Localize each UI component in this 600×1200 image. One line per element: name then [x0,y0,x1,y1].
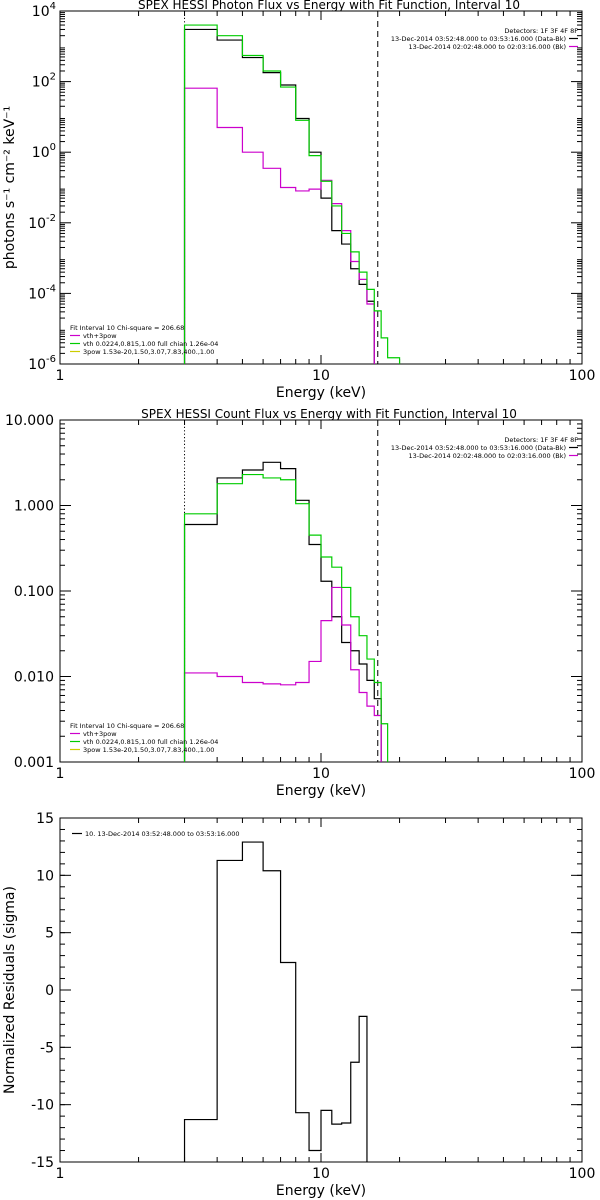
y-tick-label: 5 [45,926,54,942]
y-tick-label: 102 [32,72,56,91]
legend-entry: Detectors: 1F 3F 4F 8F [504,27,578,35]
data-series-group [183,24,401,364]
y-tick-label: 10.000 [5,413,54,429]
x-tick-label: 1 [56,1166,65,1182]
legend-entry: 13-Dec-2014 02:02:48.000 to 02:03:16.000… [409,43,567,51]
legend-entry: vth+3pow [83,730,117,738]
y-tick-label: 1.000 [14,499,54,515]
y-tick-label: 104 [32,1,56,20]
legend-entry: 3pow 1.53e-20,1.50,3.07,7.83,400.,1.00 [83,348,214,356]
chart-title: SPEX HESSI Photon Flux vs Energy with Fi… [138,0,520,12]
x-tick-label: 100 [569,766,596,782]
y-tick-label: 0.100 [14,584,54,600]
legend-entry: 10. 13-Dec-2014 03:52:48.000 to 03:53:16… [85,830,240,838]
legend-entry: 13-Dec-2014 03:52:48.000 to 03:53:16.000… [391,35,566,43]
y-tick-label: 0.001 [14,755,54,771]
data-series-group [183,461,389,762]
photon-flux-panel: SPEX HESSI Photon Flux vs Energy with Fi… [2,0,595,401]
y-axis-label: photons s⁻¹ cm⁻² keV⁻¹ [2,106,18,269]
x-axis-label: Energy (keV) [276,783,366,799]
legend-entry: 13-Dec-2014 03:52:48.000 to 03:53:16.000… [391,444,566,452]
residuals-panel: 1 10 100 15 10 5 0 -5 -10 -15 Energy (keV) Normaliz… [2,811,595,1199]
x-tick-label: 10 [312,1166,330,1182]
y-tick-label: -15 [31,1155,54,1171]
chart-title: SPEX HESSI Count Flux vs Energy with Fit… [141,407,517,421]
y-tick-label: -5 [40,1040,54,1056]
data-series-group [183,841,368,1162]
y-tick-label: 10 [36,868,54,884]
y-tick-label: 15 [36,811,54,827]
y-tick-label: 10-2 [28,213,56,232]
x-tick-label: 1 [56,368,65,384]
legend-entry: Fit Interval 10 Chi-square = 206.68 [70,324,184,332]
x-tick-label: 100 [569,1166,596,1182]
y-axis-label: Normalized Residuals (sigma) [2,886,18,1094]
legend-entry: 13-Dec-2014 02:02:48.000 to 02:03:16.000… [409,452,567,460]
legend-entry: 3pow 1.53e-20,1.50,3.07,7.83,400.,1.00 [83,746,214,754]
series-2-line [183,473,389,762]
y-tick-label: 0.010 [14,670,54,686]
series-2-line [183,24,401,364]
legend-entry: Detectors: 1F 3F 4F 8F [504,436,578,444]
x-tick-label: 10 [312,766,330,782]
count-flux-panel: SPEX HESSI Count Flux vs Energy with Fit… [5,407,595,799]
legend-entry: vth 0.0224,0.815,1.00 full chian 1.26e-0… [83,340,218,348]
y-tick-label: -10 [31,1098,54,1114]
legend-entry: vth 0.0224,0.815,1.00 full chian 1.26e-0… [83,738,218,746]
series-1-line [183,586,382,762]
x-axis-label: Energy (keV) [276,385,366,401]
y-tick-label: 0 [45,983,54,999]
legend-entry: Fit Interval 10 Chi-square = 206.68 [70,722,184,730]
series-0-line [183,461,382,762]
x-axis-label: Energy (keV) [276,1183,366,1199]
y-tick-label: 100 [32,142,56,161]
x-tick-label: 10 [312,368,330,384]
x-tick-label: 1 [56,766,65,782]
y-tick-label: 10-4 [28,283,56,302]
series-0-line [183,841,368,1162]
legend-entry: vth+3pow [83,332,117,340]
x-tick-label: 100 [569,368,596,384]
y-tick-label: 10-6 [28,354,56,373]
